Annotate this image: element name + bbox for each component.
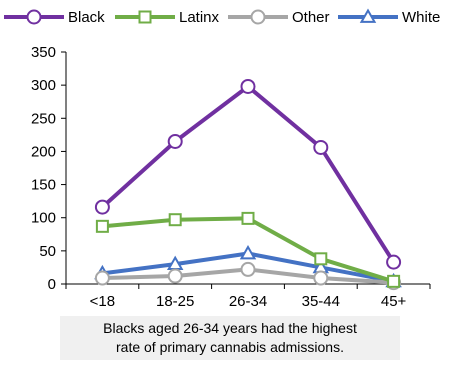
data-point-latinx [95, 219, 109, 233]
y-tick-label: 300 [31, 77, 56, 94]
series-latinx [95, 211, 401, 288]
legend-label-black: Black [68, 9, 105, 26]
x-tick-label: <18 [90, 293, 115, 310]
axes: 0 50 100 150 200 250 300 350 <18 18-25 26-34 35-44 4… [31, 44, 431, 310]
y-tick-label: 0 [48, 276, 56, 293]
data-point-other [240, 261, 256, 277]
y-tick-label: 350 [31, 44, 56, 61]
y-tick-label: 150 [31, 177, 56, 194]
x-tick-label: 26-34 [229, 293, 267, 310]
y-tick-label: 50 [39, 243, 56, 260]
legend-marker-latinx [138, 10, 152, 24]
data-point-latinx [387, 274, 401, 288]
caption-line-2: rate of primary cannabis admissions. [116, 339, 344, 355]
legend-item-other: Other [228, 9, 330, 26]
legend-item-latinx: Latinx [115, 9, 220, 26]
legend-marker-black [26, 9, 42, 25]
data-point-other [313, 270, 329, 286]
legend-label-latinx: Latinx [179, 9, 220, 26]
data-point-black [94, 199, 110, 215]
legend-item-white: White [338, 8, 440, 26]
legend-marker-other [250, 9, 266, 25]
data-point-black [167, 133, 183, 149]
data-point-other [167, 268, 183, 284]
data-point-latinx [241, 211, 255, 225]
legend-item-black: Black [4, 9, 105, 26]
legend-label-white: White [402, 9, 440, 26]
caption-box: Blacks aged 26-34 years had the highest … [60, 316, 400, 360]
series-line-black [101, 84, 396, 264]
data-point-black [313, 139, 329, 155]
data-point-white [239, 244, 257, 260]
data-point-black [240, 78, 256, 94]
legend-marker-white [359, 8, 377, 23]
caption-line-1: Blacks aged 26-34 years had the highest [103, 320, 357, 336]
x-tick-label: 35-44 [302, 293, 340, 310]
series-layer [94, 78, 402, 291]
data-point-other [94, 270, 110, 286]
legend-label-other: Other [292, 9, 330, 26]
data-point-latinx [314, 252, 328, 266]
x-tick-label: 45+ [381, 293, 407, 310]
legend: Black Latinx Other White [4, 8, 440, 26]
data-point-latinx [168, 213, 182, 227]
series-black [94, 78, 402, 270]
y-tick-label: 250 [31, 110, 56, 127]
y-tick-label: 100 [31, 210, 56, 227]
x-tick-label: 18-25 [156, 293, 194, 310]
data-point-black [386, 254, 402, 270]
y-tick-label: 200 [31, 143, 56, 160]
